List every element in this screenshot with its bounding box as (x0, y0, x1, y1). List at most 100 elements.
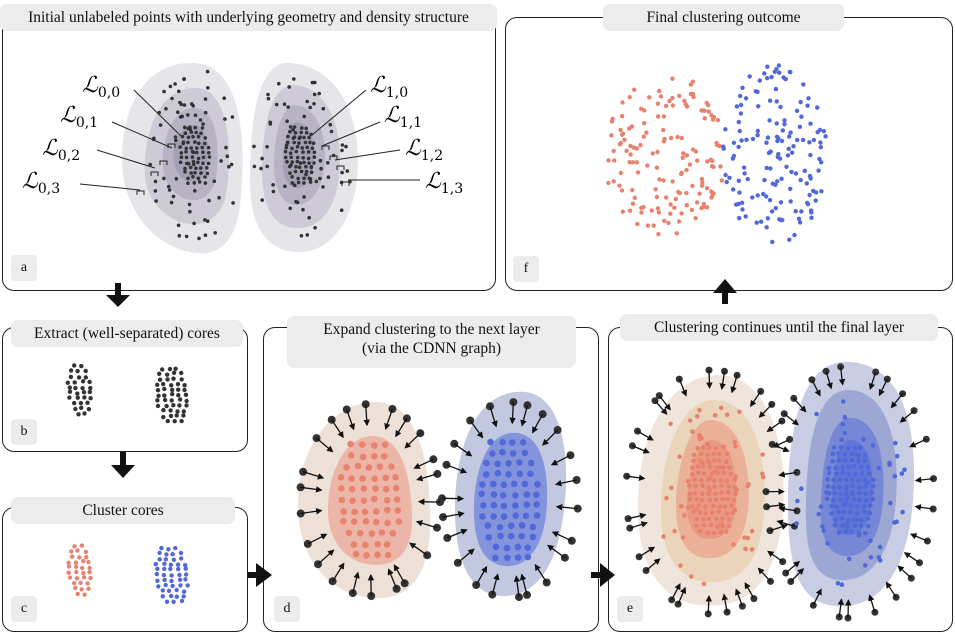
expanded-point-blue (505, 460, 512, 467)
cdnn-edge-arrow (638, 546, 656, 558)
final-point-red (649, 208, 654, 213)
expanded-point-red (734, 487, 739, 493)
expanded-point-red (743, 546, 748, 552)
expanded-point-blue (854, 511, 860, 516)
expanded-point-blue (836, 509, 842, 515)
layer-label-1-3-script: ℒ (425, 169, 442, 194)
expanded-point-red (348, 485, 356, 493)
core-point (72, 363, 77, 368)
data-point (162, 89, 166, 94)
expanded-point-blue (500, 481, 508, 489)
core-point-blue (156, 584, 161, 589)
core-point-red (81, 558, 86, 564)
final-point-red (661, 127, 666, 133)
final-point-blue (799, 114, 804, 119)
cdnn-edge-arrow (331, 419, 344, 439)
expanded-point-red (685, 505, 691, 510)
core-point-red (74, 576, 80, 581)
final-point-red (672, 205, 677, 210)
final-point-blue (787, 237, 792, 242)
expanded-point-blue (870, 484, 876, 489)
final-point-blue (783, 76, 788, 82)
expanded-point-blue (856, 532, 862, 538)
core-point (161, 381, 166, 387)
core-point-blue (160, 594, 165, 599)
final-point-red (627, 160, 632, 165)
final-point-red (663, 195, 669, 200)
expanded-point-red (727, 465, 732, 470)
expanded-point-red (708, 464, 713, 470)
core-point (307, 135, 311, 140)
expanded-point-blue (514, 543, 522, 551)
panel-f-label: f (513, 256, 539, 282)
arrow-e-to-f (713, 279, 737, 304)
cdnn-edge-arrow (721, 593, 729, 613)
final-point-blue (808, 176, 813, 181)
core-point (288, 125, 293, 129)
core-point (87, 389, 93, 395)
core-point-blue (155, 578, 160, 583)
core-point (189, 146, 193, 150)
final-point-red (618, 170, 624, 176)
expanded-point-red (713, 497, 719, 502)
layer-label-0-2: ℒ0,2 (42, 136, 80, 164)
core-point (177, 403, 182, 408)
layer-label-1-2: ℒ1,2 (405, 136, 443, 164)
expanded-point-red (395, 518, 403, 525)
cdnn-edge-arrow (475, 565, 488, 586)
final-point-blue (794, 108, 800, 114)
expanded-point-red (721, 444, 727, 450)
expanded-point-blue (844, 495, 850, 501)
expanded-point-red (382, 474, 390, 482)
expanded-point-red (742, 535, 747, 540)
core-point (155, 388, 161, 393)
expanded-point-blue (857, 490, 862, 496)
core-point-blue (183, 566, 188, 571)
final-point-red (706, 109, 711, 114)
expanded-point-blue (840, 422, 846, 427)
expanded-point-red (733, 491, 738, 497)
expanded-point-blue (533, 491, 540, 499)
expanded-point-blue (479, 481, 486, 488)
final-point-red (610, 116, 615, 122)
final-point-blue (821, 129, 827, 134)
final-point-blue (764, 165, 769, 171)
data-point (166, 184, 171, 189)
expanded-point-blue (846, 472, 852, 477)
expanded-point-red (712, 484, 717, 489)
cdnn-edge-arrow (547, 544, 566, 559)
expanded-point-red (694, 414, 700, 419)
expanded-point-red (749, 547, 755, 552)
core-point (290, 146, 294, 151)
panel-b-label: b (11, 419, 37, 445)
final-point-red (611, 148, 616, 154)
expanded-point-red (370, 442, 378, 449)
cdnn-edge-arrow (409, 542, 428, 556)
final-point-blue (743, 214, 748, 219)
final-point-blue (818, 140, 823, 145)
final-point-blue (721, 146, 726, 151)
expanded-point-blue (865, 465, 871, 470)
final-point-red (710, 158, 715, 163)
data-point (319, 166, 323, 171)
cdnn-edge-arrow (744, 582, 755, 599)
core-point-red (72, 544, 77, 549)
final-point-red (675, 134, 680, 140)
expanded-point-blue (893, 440, 898, 446)
data-point (314, 179, 319, 184)
final-point-red (655, 114, 661, 119)
expanded-point-red (725, 490, 731, 495)
expanded-point-blue (497, 532, 504, 540)
expanded-point-blue (846, 517, 851, 523)
expanded-point-blue (830, 484, 836, 490)
expanded-point-red (384, 551, 392, 559)
cdnn-edge-arrow (316, 437, 334, 453)
core-point-red (80, 565, 85, 571)
expanded-point-blue (484, 522, 492, 529)
cdnn-edge-arrow (457, 548, 475, 564)
expanded-point-red (760, 474, 766, 480)
final-point-blue (765, 216, 770, 221)
final-point-red (689, 207, 695, 213)
panel-d-title-line1: Expand clustering to the next layer (323, 321, 540, 338)
core-point-red (73, 585, 78, 591)
